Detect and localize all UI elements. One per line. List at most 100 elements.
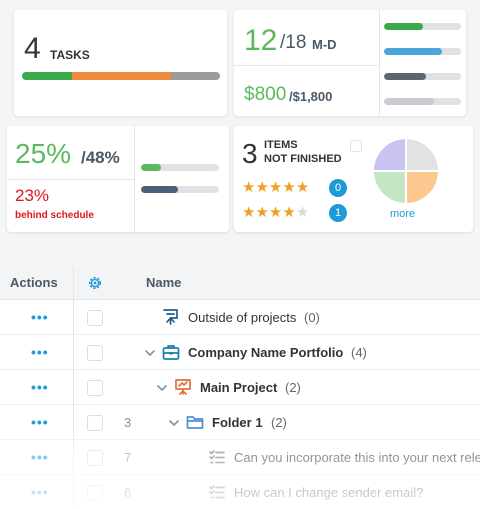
star-rating: ★★★★★ bbox=[242, 205, 309, 221]
table-row[interactable]: ••• 3 Folder 1 (2) bbox=[0, 405, 480, 440]
progress-section: 25% /48% bbox=[7, 126, 134, 180]
star-icon: ★ bbox=[282, 179, 296, 196]
row-name[interactable]: Outside of projects bbox=[188, 310, 297, 325]
behind-schedule-percent: 23% bbox=[15, 186, 50, 205]
column-divider bbox=[73, 266, 74, 509]
tasks-bar-segment bbox=[170, 72, 220, 80]
mandays-budget-card: 12 /18 M-D $800 /$1,800 bbox=[234, 10, 466, 116]
table-row[interactable]: ••• Outside of projects (0) bbox=[0, 300, 480, 335]
row-checkbox[interactable] bbox=[87, 415, 103, 431]
divider bbox=[379, 10, 380, 116]
tasks-summary-card: 4 TASKS bbox=[14, 10, 227, 116]
budget-section: $800 /$1,800 bbox=[234, 66, 379, 116]
mandays-mini-bar-fill bbox=[384, 73, 427, 80]
row-name[interactable]: How can I change sender email? bbox=[234, 485, 424, 500]
row-actions-menu[interactable]: ••• bbox=[31, 379, 49, 395]
row-actions-menu[interactable]: ••• bbox=[31, 449, 49, 465]
row-name[interactable]: Company Name Portfolio bbox=[188, 345, 344, 360]
table-row[interactable]: ••• 6 How can I change sender email? bbox=[0, 475, 480, 509]
row-actions-menu[interactable]: ••• bbox=[31, 484, 49, 500]
progress-card: 25% /48% 23% behind schedule bbox=[7, 126, 229, 232]
task-list-icon bbox=[208, 448, 226, 471]
star-rating: ★★★★★ bbox=[242, 180, 309, 196]
behind-schedule-label: behind schedule bbox=[15, 210, 94, 221]
row-actions-menu[interactable]: ••• bbox=[31, 414, 49, 430]
chevron-down-icon[interactable] bbox=[156, 381, 168, 399]
star-icon: ★ bbox=[255, 179, 269, 196]
name-column-header: Name bbox=[146, 275, 182, 290]
row-name[interactable]: Can you incorporate this into your next … bbox=[234, 450, 480, 465]
mandays-section: 12 /18 M-D bbox=[234, 10, 379, 66]
row-checkbox[interactable] bbox=[87, 380, 103, 396]
chevron-down-icon[interactable] bbox=[168, 416, 180, 434]
row-checkbox[interactable] bbox=[87, 485, 103, 501]
actions-column-header: Actions bbox=[10, 275, 58, 290]
star-icon: ★ bbox=[282, 204, 296, 221]
mandays-mini-bar bbox=[384, 98, 461, 105]
mandays-mini-bar bbox=[384, 23, 461, 30]
progress-planned: /48% bbox=[81, 148, 120, 167]
row-name[interactable]: Main Project bbox=[200, 380, 278, 395]
items-label-line1: ITEMS bbox=[264, 139, 298, 151]
folder-icon bbox=[186, 413, 204, 436]
progress-mini-bar bbox=[141, 186, 219, 193]
budget-total: /$1,800 bbox=[289, 89, 333, 104]
progress-mini-bar-fill bbox=[141, 186, 179, 193]
task-list-icon bbox=[208, 483, 226, 506]
mandays-mini-bar bbox=[384, 48, 461, 55]
tasks-bar-segment bbox=[71, 72, 171, 80]
table-row[interactable]: ••• Company Name Portfolio (4) bbox=[0, 335, 480, 370]
mandays-mini-bar bbox=[384, 73, 461, 80]
more-link[interactable]: more bbox=[390, 208, 416, 220]
star-icon: ★ bbox=[295, 179, 310, 196]
row-checkbox[interactable] bbox=[87, 345, 103, 361]
star-icon: ★ bbox=[242, 179, 256, 196]
row-checkbox[interactable] bbox=[87, 450, 103, 466]
tasks-bar-segment bbox=[22, 72, 72, 80]
row-child-count: (2) bbox=[285, 380, 301, 395]
star-icon: ★ bbox=[255, 204, 269, 221]
table-row[interactable]: ••• 7 Can you incorporate this into your n… bbox=[0, 440, 480, 475]
star-icon: ★ bbox=[295, 204, 310, 221]
progress-mini-bar-fill bbox=[141, 164, 161, 171]
mandays-value: 12 bbox=[244, 24, 278, 57]
tasks-label: TASKS bbox=[50, 48, 90, 62]
items-label-line2: NOT FINISHED bbox=[264, 153, 342, 165]
project-board-icon bbox=[162, 308, 180, 331]
items-pie-chart[interactable] bbox=[372, 137, 440, 205]
rating-count-badge[interactable]: 0 bbox=[329, 179, 347, 197]
presentation-icon bbox=[174, 378, 192, 401]
items-select-checkbox[interactable] bbox=[350, 140, 362, 152]
pie-slice-purple bbox=[374, 139, 406, 171]
row-child-count: (4) bbox=[351, 345, 367, 360]
pie-slice-green bbox=[374, 171, 406, 203]
row-actions-menu[interactable]: ••• bbox=[31, 344, 49, 360]
row-checkbox[interactable] bbox=[87, 310, 103, 326]
briefcase-icon bbox=[162, 343, 180, 366]
chevron-down-icon[interactable] bbox=[144, 346, 156, 364]
row-actions-menu[interactable]: ••• bbox=[31, 309, 49, 325]
mandays-mini-bar-fill bbox=[384, 48, 442, 55]
row-name[interactable]: Folder 1 bbox=[212, 415, 263, 430]
divider bbox=[134, 126, 135, 232]
pie-slice-orange bbox=[406, 171, 438, 203]
tasks-count: 4 bbox=[24, 32, 41, 65]
mandays-mini-bar-fill bbox=[384, 23, 423, 30]
row-child-count: (2) bbox=[271, 415, 287, 430]
progress-percent: 25% bbox=[15, 138, 72, 169]
rating-count-badge[interactable]: 1 bbox=[329, 204, 347, 222]
row-number: 3 bbox=[124, 415, 132, 430]
pie-slice-grey bbox=[406, 139, 438, 171]
star-icon: ★ bbox=[268, 204, 283, 221]
row-number: 6 bbox=[124, 485, 132, 500]
table-row[interactable]: ••• Main Project (2) bbox=[0, 370, 480, 405]
mandays-total: /18 bbox=[280, 32, 307, 53]
mandays-unit: M-D bbox=[312, 37, 337, 52]
tasks-status-bar bbox=[22, 72, 220, 80]
project-tree-table: Actions Name ••• Outside of projects (0) ••… bbox=[0, 266, 480, 509]
star-icon: ★ bbox=[268, 179, 283, 196]
progress-mini-bar bbox=[141, 164, 219, 171]
budget-spent: $800 bbox=[244, 84, 287, 105]
gear-icon[interactable] bbox=[87, 275, 103, 291]
items-card: 3 ITEMS NOT FINISHED ★★★★★ 0 ★★★★★ 1 more bbox=[234, 126, 473, 232]
